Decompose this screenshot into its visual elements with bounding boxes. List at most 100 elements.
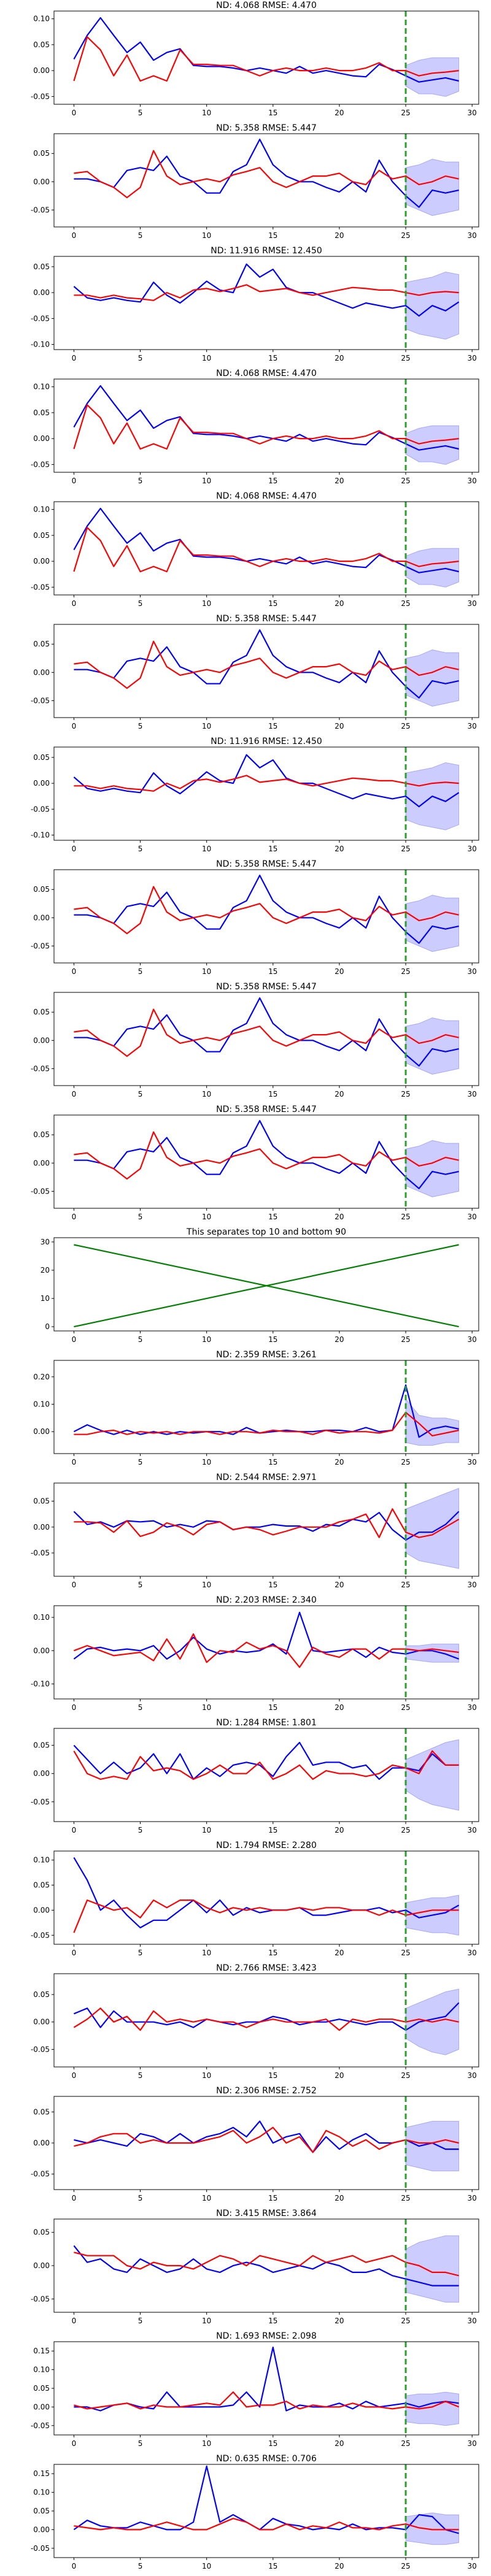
y-tick-label: 0.15 [33, 2347, 50, 2355]
series-line-2 [74, 2126, 459, 2153]
y-tick-label: -0.10 [31, 1680, 50, 1689]
y-tick-label: 10 [41, 1294, 50, 1303]
x-tick-label: 10 [202, 2194, 211, 2202]
series-line-1 [73, 17, 459, 83]
x-tick-label: 20 [334, 845, 344, 853]
x-tick-label: 20 [334, 2194, 344, 2202]
chart-title: ND: 5.358 RMSE: 5.447 [216, 1105, 317, 1114]
x-tick-label: 10 [202, 599, 211, 608]
x-tick-label: 10 [202, 845, 211, 853]
x-tick-label: 10 [202, 109, 211, 117]
series-line-2 [74, 640, 459, 689]
chart-panel-16: ND: 1.794 RMSE: 2.280 -0.05 0.00 0.05 0.10 0 5… [31, 1841, 479, 1957]
y-tick-label: 0.05 [33, 1497, 50, 1506]
series-line-2 [74, 2391, 460, 2410]
x-tick-label: 15 [268, 1335, 277, 1344]
y-tick-label: -0.10 [31, 831, 50, 840]
y-tick-label: -0.05 [31, 1187, 50, 1195]
x-tick-label: 0 [72, 2071, 77, 2080]
x-tick-label: 15 [268, 1703, 277, 1712]
x-tick-label: 15 [268, 231, 277, 240]
axes-frame [53, 992, 479, 1086]
y-tick-label: 0.00 [33, 2261, 50, 2270]
x-tick-label: 20 [334, 1581, 344, 1589]
y-tick-label: -0.05 [31, 1064, 50, 1073]
x-tick-label: 25 [401, 1581, 410, 1589]
series-line-2 [74, 2518, 459, 2531]
chart-panel-14: ND: 2.203 RMSE: 2.340 -0.10 0.00 0.10 0 5 10 15… [31, 1595, 479, 1712]
x-tick-label: 20 [334, 2562, 344, 2570]
x-tick-label: 5 [138, 2317, 143, 2325]
y-tick-label: 0.00 [33, 779, 50, 788]
x-tick-label: 30 [468, 1703, 477, 1712]
x-tick-label: 5 [138, 1581, 143, 1589]
axes-frame [53, 1728, 479, 1822]
confidence-band [405, 649, 460, 707]
series-line-2 [74, 150, 459, 199]
x-tick-label: 30 [468, 722, 477, 730]
y-tick-label: 0.10 [33, 2488, 50, 2497]
y-tick-label: 0.05 [33, 1990, 50, 1999]
y-tick-label: 0.00 [33, 2402, 50, 2411]
series-line-1 [73, 1857, 460, 1929]
confidence-band [405, 2391, 460, 2426]
series-line-1 [73, 2245, 459, 2287]
series-line-1 [74, 1120, 459, 1189]
chart-title: ND: 5.358 RMSE: 5.447 [216, 982, 317, 992]
chart-panel-10: ND: 5.358 RMSE: 5.447 -0.05 0.00 0.05 0 5 10 15… [31, 1105, 479, 1221]
confidence-band [405, 1739, 460, 1811]
x-tick-label: 30 [468, 1090, 477, 1098]
x-tick-label: 0 [72, 231, 77, 240]
x-tick-label: 5 [138, 2439, 143, 2448]
series-line-1 [73, 1384, 459, 1438]
x-tick-label: 15 [268, 2562, 277, 2570]
y-tick-label: 0.00 [33, 66, 50, 75]
y-tick-label: 0.05 [33, 640, 50, 648]
chart-title: ND: 5.358 RMSE: 5.447 [216, 859, 317, 869]
x-tick-label: 0 [72, 1703, 77, 1712]
x-tick-label: 30 [468, 477, 477, 485]
y-tick-label: -0.05 [31, 2421, 50, 2430]
chart-title: This separates top 10 and bottom 90 [186, 1227, 346, 1237]
y-tick-label: 0.00 [33, 1769, 50, 1778]
x-tick-label: 30 [468, 1458, 477, 1466]
axes-frame [53, 378, 479, 473]
y-tick-label: 0.05 [33, 2228, 50, 2237]
x-tick-label: 15 [268, 354, 277, 362]
x-tick-label: 15 [268, 1581, 277, 1589]
y-tick-label: 0.05 [33, 40, 50, 49]
y-tick-label: 0.00 [33, 1906, 50, 1914]
x-tick-label: 20 [334, 2317, 344, 2325]
x-tick-label: 0 [72, 109, 77, 117]
x-tick-label: 10 [202, 1581, 211, 1589]
series-line-1 [73, 2002, 460, 2031]
x-tick-label: 15 [268, 1826, 277, 1834]
y-tick-label: -0.05 [31, 460, 50, 469]
x-tick-label: 20 [334, 722, 344, 730]
x-tick-label: 5 [138, 231, 143, 240]
x-tick-label: 30 [468, 2194, 477, 2202]
x-tick-label: 25 [401, 722, 410, 730]
chart-panel-19: ND: 3.415 RMSE: 3.864 -0.05 0.00 0.05 0 5 10 15… [31, 2209, 479, 2325]
series-line-1 [73, 1741, 459, 1780]
x-tick-label: 25 [401, 2562, 410, 2570]
x-tick-label: 25 [401, 2194, 410, 2202]
x-tick-label: 5 [138, 1213, 143, 1221]
axes-frame [53, 1973, 479, 2068]
chart-panel-6: ND: 5.358 RMSE: 5.447 -0.05 0.00 0.05 0 5 10 15… [31, 614, 479, 730]
x-tick-label: 0 [72, 2317, 77, 2325]
x-tick-label: 5 [138, 2071, 143, 2080]
x-tick-label: 10 [202, 967, 211, 976]
x-tick-label: 30 [468, 2317, 477, 2325]
confidence-band [405, 2121, 460, 2172]
x-tick-label: 0 [72, 722, 77, 730]
x-tick-label: 15 [268, 1458, 277, 1466]
y-tick-label: 0.10 [33, 383, 50, 391]
y-tick-label: 0.05 [33, 149, 50, 158]
confidence-band [405, 894, 460, 953]
chart-title: ND: 2.359 RMSE: 3.261 [216, 1350, 317, 1360]
x-tick-label: 30 [468, 1581, 477, 1589]
axes-frame [53, 869, 479, 964]
series-line-2 [73, 1750, 459, 1780]
series-line-2 [74, 1633, 459, 1668]
